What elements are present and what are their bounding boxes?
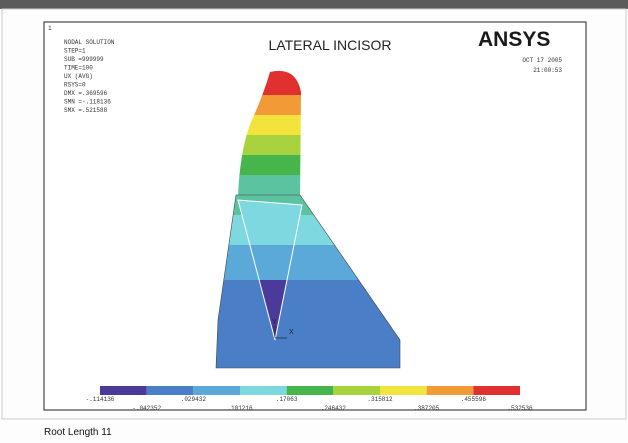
time: 21:00:53 <box>533 67 562 74</box>
info-line: SUB =999999 <box>64 56 104 63</box>
colorbar-swatch <box>473 386 520 395</box>
info-line: UX (AVG) <box>64 73 93 80</box>
colorbar-label: .532536 <box>507 405 533 412</box>
date: OCT 17 2005 <box>522 57 562 64</box>
colorbar-swatch <box>333 386 380 395</box>
colorbar-swatch <box>380 386 427 395</box>
colorbar-swatch <box>147 386 194 395</box>
colorbar-label: .455596 <box>461 396 487 403</box>
info-line: DMX =.369596 <box>64 90 108 97</box>
colorbar-swatch <box>193 386 240 395</box>
colorbar-label: .17063 <box>276 396 298 403</box>
colorbar-label: -.042352 <box>132 405 161 412</box>
colorbar-label: .029432 <box>181 396 207 403</box>
plot-title: LATERAL INCISOR <box>269 37 392 53</box>
info-line: RSYS=0 <box>64 82 86 89</box>
colorbar-swatch <box>427 386 474 395</box>
logo: ANSYS <box>478 28 550 51</box>
axis-x-label: X <box>289 329 294 336</box>
figure: X Y 1 NODAL SOLUTION STEP=1SUB =999999 TIM… <box>0 0 628 443</box>
info-line: NODAL SOLUTION <box>64 39 115 46</box>
colorbar-swatch <box>240 386 287 395</box>
info-line: TIME=100 <box>64 65 93 72</box>
colorbar-label: -.114136 <box>86 396 115 403</box>
info-line: STEP=1 <box>64 48 86 55</box>
colorbar-swatch <box>100 386 147 395</box>
colorbar-label: .246432 <box>321 405 347 412</box>
info-line: SMX =.521588 <box>64 107 108 114</box>
axis-y-label: Y <box>272 319 277 326</box>
colorbar-label: .315812 <box>367 396 393 403</box>
top-strip <box>0 0 628 9</box>
caption: Root Length 11 <box>44 427 112 438</box>
colorbar-swatch <box>287 386 334 395</box>
colorbar-label: .101216 <box>227 405 253 412</box>
colorbar-label: .387205 <box>414 405 440 412</box>
frame-number: 1 <box>48 25 52 32</box>
info-line: SMN =-.118136 <box>64 99 111 106</box>
